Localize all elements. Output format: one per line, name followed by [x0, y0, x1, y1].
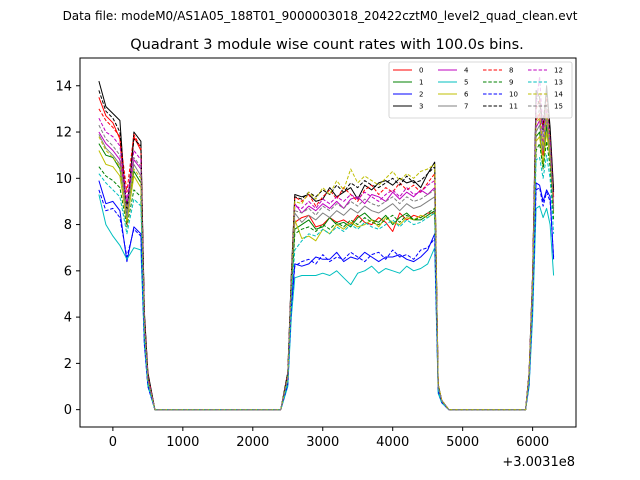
legend-frame	[388, 61, 573, 119]
x-tick-label-5000: 5000	[446, 435, 479, 450]
y-tick-label-14: 14	[55, 79, 72, 94]
plot-area	[98, 76, 555, 411]
series-lines	[98, 76, 555, 411]
figure-suptitle: Data file: modeM0/AS1A05_188T01_90000030…	[63, 9, 578, 23]
legend-label-15: 15	[554, 103, 563, 111]
x-tick-label-4000: 4000	[376, 435, 409, 450]
y-tick-label-8: 8	[64, 218, 72, 233]
y-tick-label-6: 6	[64, 264, 72, 279]
legend-label-0: 0	[419, 67, 423, 75]
y-tick-label-0: 0	[64, 403, 72, 418]
legend-label-7: 7	[464, 103, 468, 111]
y-tick-label-12: 12	[55, 126, 72, 141]
legend-label-3: 3	[419, 103, 423, 111]
y-tick-label-4: 4	[64, 311, 72, 326]
x-tick-label-3000: 3000	[306, 435, 339, 450]
legend-label-5: 5	[464, 79, 468, 87]
x-tick-label-2000: 2000	[236, 435, 269, 450]
legend-label-10: 10	[509, 91, 518, 99]
legend-label-2: 2	[419, 91, 423, 99]
legend-label-4: 4	[464, 67, 469, 75]
x-tick-label-0: 0	[109, 435, 117, 450]
y-tick-label-10: 10	[55, 172, 72, 187]
x-offset-label: +3.0031e8	[502, 455, 575, 470]
legend-label-14: 14	[554, 91, 563, 99]
chart-title: Quadrant 3 module wise count rates with …	[130, 37, 524, 53]
legend-label-8: 8	[509, 67, 513, 75]
legend-label-9: 9	[509, 79, 513, 87]
legend-label-13: 13	[554, 79, 563, 87]
axes-frame	[79, 57, 577, 428]
x-tick-label-1000: 1000	[166, 435, 199, 450]
legend-label-11: 11	[509, 103, 518, 111]
series-line-15	[98, 103, 555, 411]
legend-label-6: 6	[464, 91, 469, 99]
y-tick-label-2: 2	[64, 357, 72, 372]
legend-label-1: 1	[419, 79, 423, 87]
legend-label-12: 12	[554, 67, 563, 75]
x-tick-label-6000: 6000	[516, 435, 549, 450]
